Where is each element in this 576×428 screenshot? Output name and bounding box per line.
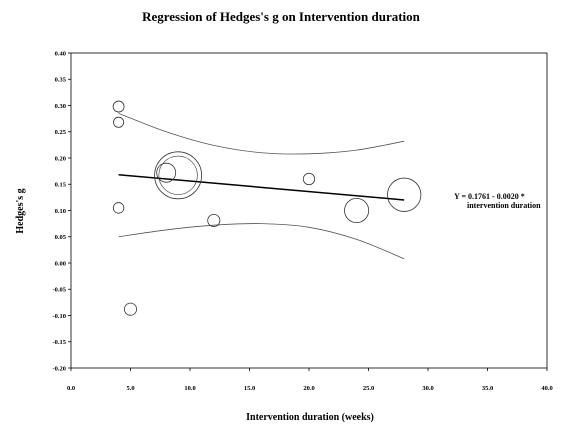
y-tick-label: 0.05	[55, 234, 67, 241]
y-tick-label: -0.15	[52, 339, 66, 346]
data-point	[112, 202, 125, 214]
y-tick-label: -0.20	[52, 365, 66, 372]
data-point	[207, 213, 221, 227]
data-point	[112, 100, 125, 113]
data-point	[302, 172, 316, 186]
regression-equation-line1: Y = 0.1761 - 0.0020 *	[454, 192, 525, 201]
x-tick-label: 20.0	[303, 385, 314, 392]
x-tick-label: 10.0	[184, 385, 195, 392]
x-tick-label: 25.0	[363, 385, 374, 392]
confidence-band-upper	[118, 113, 405, 155]
data-point	[113, 116, 125, 128]
y-tick-label: 0.15	[55, 182, 67, 189]
y-axis-ticks: 0.40 0.35 0.30 0.25 0.20 0.15 0.10 0.05 0.00 -0.0…	[52, 50, 71, 372]
y-tick-label: 0.00	[55, 260, 66, 267]
data-point	[124, 302, 138, 316]
x-tick-label: 30.0	[422, 385, 433, 392]
data-point	[387, 177, 422, 212]
y-tick-label: 0.20	[55, 155, 66, 162]
y-tick-label: 0.40	[55, 50, 66, 57]
y-tick-label: 0.25	[55, 129, 67, 136]
x-tick-label: 35.0	[482, 385, 493, 392]
x-tick-label: 15.0	[244, 385, 255, 392]
x-tick-label: 5.0	[126, 385, 134, 392]
y-tick-label: 0.35	[55, 77, 67, 84]
data-point	[154, 151, 203, 200]
data-points	[112, 100, 422, 316]
x-axis-ticks: 0.0 5.0 10.0 15.0 20.0 25.0 30.0 35.0 40.0	[67, 368, 553, 392]
x-tick-label: 40.0	[541, 385, 552, 392]
y-tick-label: 0.30	[55, 103, 66, 110]
data-point	[156, 162, 177, 183]
confidence-band-lower	[118, 223, 405, 260]
data-point	[344, 197, 370, 223]
y-tick-label: -0.05	[52, 287, 66, 294]
plot-frame	[70, 52, 548, 369]
y-tick-label: -0.10	[52, 313, 66, 320]
x-axis-label: Intervention duration (weeks)	[246, 412, 374, 423]
chart-title: Regression of Hedges's g on Intervention…	[142, 9, 421, 24]
x-tick-label: 0.0	[67, 385, 75, 392]
regression-line	[118, 174, 405, 201]
data-point-inner-ring	[158, 155, 198, 195]
y-axis-label: Hedges's g	[15, 188, 26, 233]
regression-equation-line2: intervention duration	[467, 201, 541, 210]
y-tick-label: 0.10	[55, 208, 66, 215]
